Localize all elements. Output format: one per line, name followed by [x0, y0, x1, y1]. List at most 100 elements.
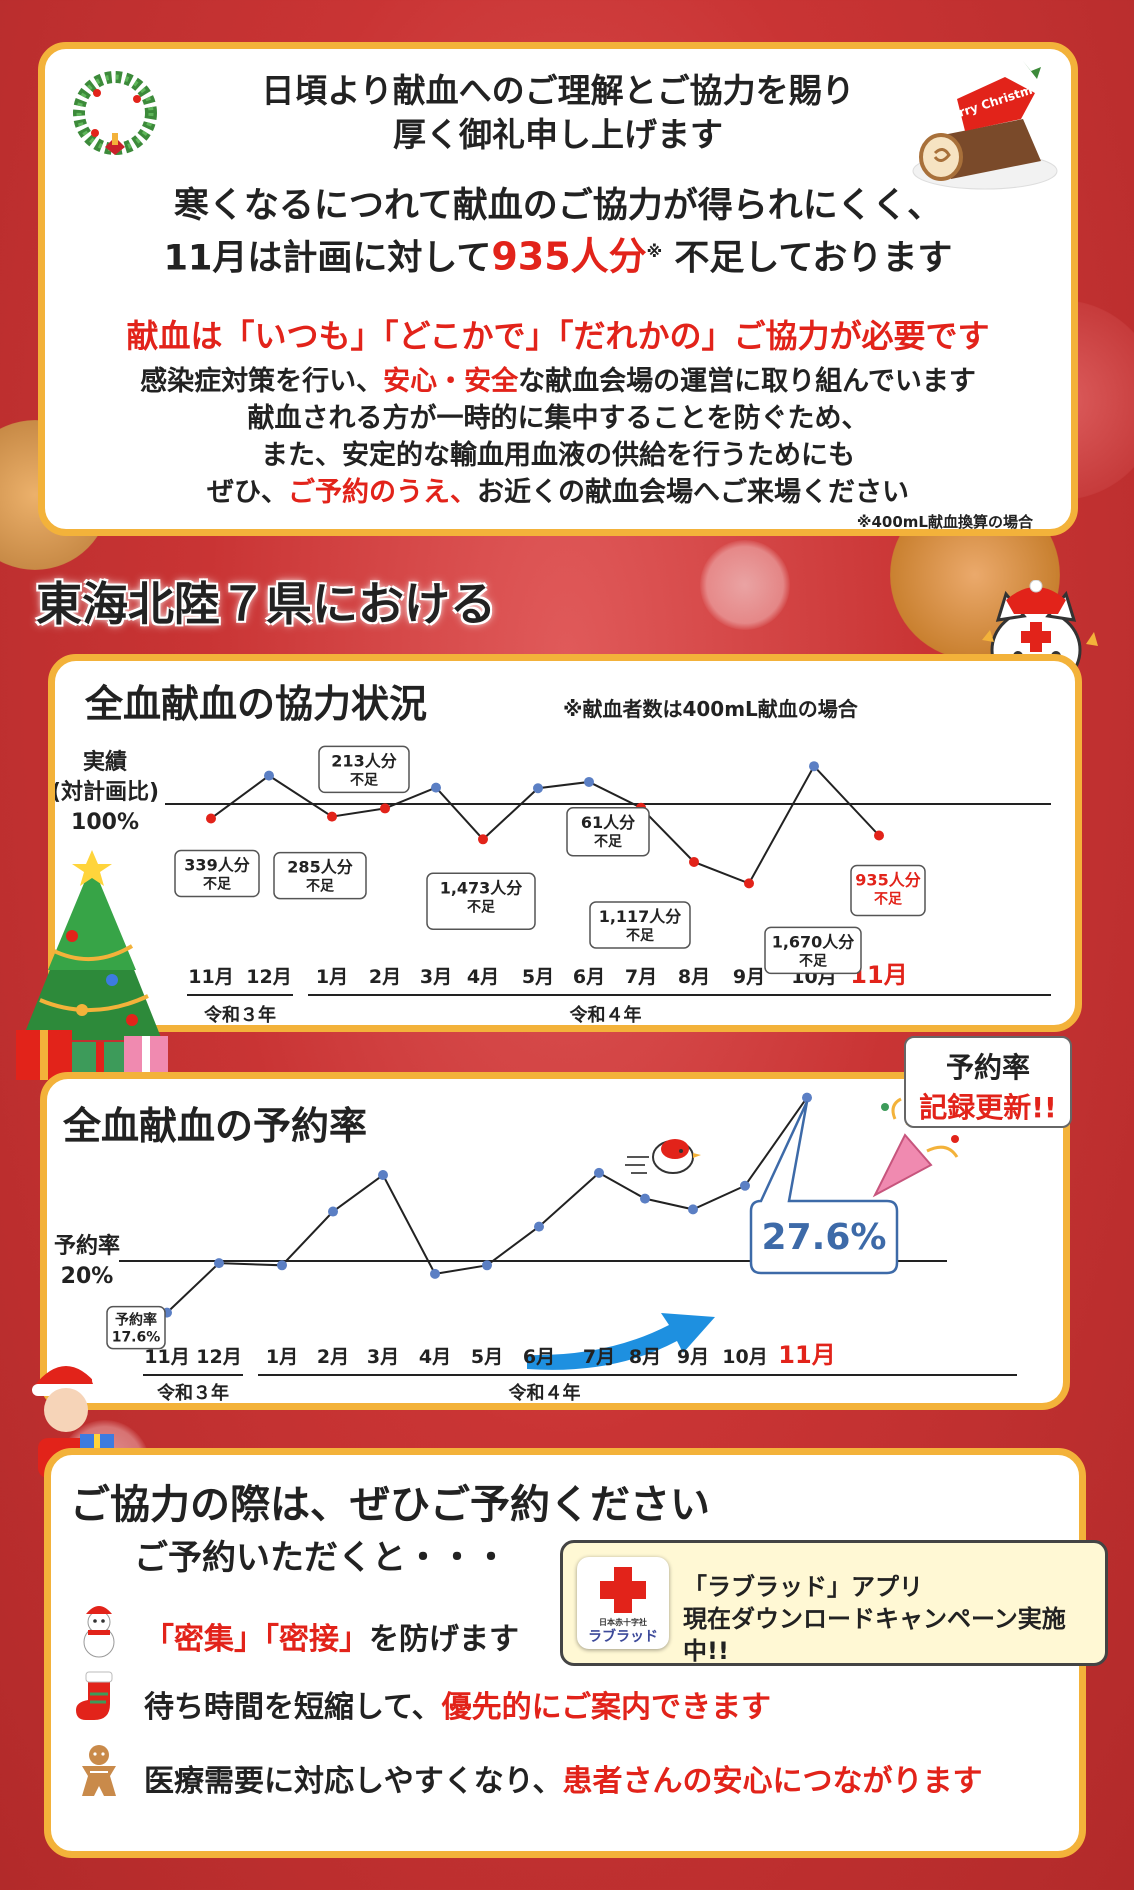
- donation-ylabel-3: 100%: [71, 810, 139, 835]
- message-panel: Merry Christmas! 日頃より献血へのご理解とご協力を賜り 厚く御礼…: [38, 42, 1078, 536]
- reservation-month-label: 8月: [629, 1346, 661, 1368]
- reservation-last-label-value: 27.6%: [762, 1217, 887, 1258]
- reservation-month-label: 3月: [367, 1346, 399, 1368]
- donation-ylabel-2: (対計画比): [55, 779, 159, 805]
- app-logo-name: ラブラッド: [588, 1628, 658, 1645]
- conversion-note: ※400mL献血換算の場合: [856, 513, 1033, 531]
- donation-callout-box: [273, 851, 367, 900]
- body-line4-a: ぜひ、: [207, 477, 288, 508]
- app-text: 「ラブラッド」アプリ 現在ダウンロードキャンペーン実施中!!: [683, 1571, 1105, 1667]
- gingerbread-icon: [82, 1745, 116, 1796]
- body-line1-a: 感染症対策を行い、: [140, 366, 384, 397]
- donation-point: [874, 830, 884, 841]
- donation-point: [327, 811, 337, 822]
- bird-icon: [625, 1139, 701, 1174]
- reservation-year-label: 令和４年: [508, 1382, 581, 1403]
- donation-month-label: 11月: [188, 966, 233, 988]
- donation-callout-box: [589, 901, 691, 949]
- reservation-month-label: 2月: [317, 1346, 349, 1368]
- donation-point: [533, 783, 543, 794]
- reservation-first-label-text: 予約率: [115, 1312, 157, 1329]
- donation-callout-box: [850, 864, 926, 917]
- donation-callout-text: 不足: [874, 892, 903, 908]
- app-line1: 「ラブラッド」アプリ: [683, 1573, 923, 1601]
- reservation-first-label-box: [106, 1305, 166, 1350]
- reservation-point: [214, 1258, 224, 1269]
- body-line1-red: 安心・安全: [383, 366, 519, 397]
- body-line4-b: お近くの献血会場へご来場ください: [477, 477, 909, 508]
- donation-chart-title: 全血献血の協力状況: [85, 682, 428, 726]
- donation-month-label: 2月: [369, 966, 401, 988]
- donation-callout-box: [566, 807, 650, 857]
- donation-point: [380, 803, 390, 814]
- donation-callout-box: [426, 872, 536, 931]
- reservation-point: [277, 1260, 287, 1271]
- donation-callout-text: 不足: [350, 772, 379, 788]
- christmas-cake-icon: Merry Christmas!: [912, 61, 1058, 190]
- benefit-2-text: 待ち時間を短縮して、: [144, 1690, 442, 1725]
- shortage-line1: 寒くなるにつれて献血のご協力が得られにくく、: [173, 186, 943, 226]
- reservation-chart-panel: 全血献血の予約率 予約率 20% 予約率 17.6% 27.6% 11月 12月 1月 2月 3月…: [40, 1072, 1070, 1410]
- donation-callout-text: 339人分: [184, 855, 249, 874]
- shortage-prefix: 11月は計画に対して: [163, 238, 492, 279]
- donation-callout-text: 不足: [594, 834, 623, 850]
- donation-point: [689, 856, 699, 867]
- donation-chart-note: ※献血者数は400mL献血の場合: [563, 697, 858, 721]
- shortage-number: 935人分: [491, 234, 647, 279]
- donation-callout-text: 285人分: [287, 858, 352, 877]
- donation-callout-text: 不足: [626, 928, 655, 944]
- reservation-month-label: 11月: [778, 1341, 835, 1369]
- donation-callout-text: 1,473人分: [440, 878, 523, 897]
- reservation-month-label: 12月: [196, 1346, 241, 1368]
- region-heading: 東海北陸７県における: [36, 577, 496, 631]
- reservation-point: [640, 1193, 650, 1204]
- record-badge: 予約率 記録更新!!: [904, 1036, 1072, 1128]
- christmas-tree-icon: [16, 850, 168, 1082]
- donation-point: [478, 834, 488, 845]
- app-banner[interactable]: 日本赤十字社 ラブラッド 「ラブラッド」アプリ 現在ダウンロードキャンペーン実施…: [560, 1540, 1108, 1666]
- donation-month-label: 1月: [316, 966, 348, 988]
- reservation-point: [482, 1260, 492, 1271]
- body-line2: 献血される方が一時的に集中することを防ぐため、: [247, 403, 869, 434]
- donation-point: [744, 878, 754, 889]
- always-needed-text: 献血は「いつも」「どこかで」「だれかの」ご協力が必要です: [126, 317, 990, 355]
- reservation-month-label: 1月: [266, 1346, 298, 1368]
- donation-point: [809, 761, 819, 772]
- donation-callout-text: 不足: [203, 876, 232, 892]
- donation-month-label: 12月: [246, 966, 291, 988]
- donation-point: [206, 813, 216, 824]
- benefit-2-red: 優先的にご案内できます: [441, 1690, 772, 1725]
- donation-year-label: 令和３年: [203, 1004, 276, 1025]
- record-badge-line1: 予約率: [945, 1051, 1030, 1084]
- donation-month-label: 8月: [678, 966, 710, 988]
- donation-callout-text: 不足: [799, 953, 828, 969]
- benefit-1: 「密集」「密接」を防げます: [144, 1614, 519, 1658]
- donation-callout-text: 不足: [467, 899, 496, 915]
- reservation-month-label: 5月: [471, 1346, 503, 1368]
- reservation-month-label: 10月: [722, 1346, 767, 1368]
- donation-month-label: 3月: [420, 966, 452, 988]
- shortage-text: 寒くなるにつれて献血のご協力が得られにくく、 11月は計画に対して935人分※ …: [45, 183, 1071, 282]
- reservation-month-label: 11月: [144, 1346, 189, 1368]
- red-cross-icon: 日本赤十字社 ラブラッド: [588, 1567, 658, 1645]
- shortage-suffix: 不足しております: [662, 238, 953, 279]
- body-line3: また、安定的な輸血用血液の供給を行うためにも: [261, 440, 855, 471]
- app-logo-org: 日本赤十字社: [599, 1617, 647, 1627]
- donation-chart: 実績(対計画比)100%11月 12月 1月 2月 3月 4月 5月 6月 7月 8月 9月 10月 1…: [55, 745, 1051, 1025]
- reservation-trend-arrow: [527, 1313, 715, 1370]
- reservation-month-label: 4月: [419, 1346, 451, 1368]
- reservation-point: [802, 1092, 812, 1103]
- donation-point: [264, 770, 274, 781]
- shortage-mark: ※: [646, 242, 663, 261]
- reservation-point: [688, 1204, 698, 1215]
- donation-month-label: 6月: [573, 966, 605, 988]
- reservation-point: [430, 1268, 440, 1279]
- benefit-3: 医療需要に対応しやすくなり、患者さんの安心につながります: [144, 1756, 983, 1800]
- donation-callout-box: [318, 745, 410, 794]
- reservation-last-label-box: [749, 1101, 899, 1275]
- reservation-month-label: 7月: [583, 1346, 615, 1368]
- stocking-icon: [76, 1671, 113, 1720]
- donation-callout-text: 935人分: [855, 871, 920, 890]
- body-text: 感染症対策を行い、安心・安全な献血会場の運営に取り組んでいます 献血される方が一…: [45, 363, 1071, 511]
